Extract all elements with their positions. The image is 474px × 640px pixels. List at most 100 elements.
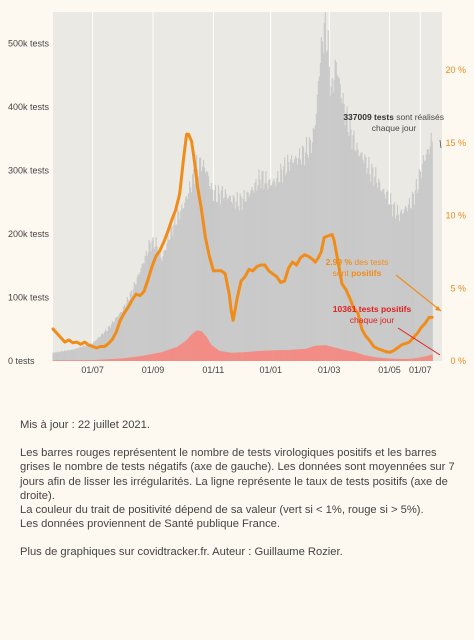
- negative-tests-bar: [323, 23, 325, 361]
- negative-tests-bar: [166, 243, 168, 361]
- positive-tests-bar: [300, 349, 303, 361]
- negative-tests-bar: [355, 151, 357, 361]
- negative-tests-bar: [155, 237, 157, 361]
- negative-tests-bar: [300, 164, 303, 361]
- positive-tests-bar: [275, 350, 277, 361]
- positive-tests-bar: [287, 349, 289, 361]
- positive-tests-bar: [59, 360, 61, 361]
- positive-tests-bar: [259, 350, 261, 361]
- negative-tests-bar: [354, 150, 356, 361]
- positive-tests-bar: [224, 351, 226, 361]
- negative-tests-bar: [110, 323, 113, 361]
- negative-tests-bar: [195, 173, 197, 361]
- negative-tests-bar: [245, 202, 247, 361]
- negative-tests-bar: [69, 350, 71, 361]
- negative-tests-bar: [386, 192, 388, 361]
- negative-tests-bar: [397, 214, 400, 361]
- positive-tests-bar: [233, 352, 235, 361]
- negative-tests-bar: [220, 190, 222, 361]
- negative-tests-bar: [356, 142, 358, 361]
- positive-tests-bar: [358, 353, 360, 361]
- negative-tests-bar: [369, 174, 371, 361]
- positive-tests-bar: [306, 348, 309, 361]
- positive-tests-bar: [417, 357, 419, 361]
- negative-tests-bar: [100, 336, 102, 361]
- negative-tests-bar: [183, 208, 185, 361]
- positive-tests-bar: [424, 356, 426, 361]
- annotations: 337009 tests sont réalisés chaque jour 2…: [326, 112, 444, 356]
- positive-tests-bar: [199, 331, 202, 361]
- negative-tests-bar: [307, 157, 310, 361]
- positivity-annotation-text: des tests: [352, 257, 388, 267]
- positive-tests-bar: [215, 348, 218, 361]
- positive-tests-bar: [106, 359, 109, 361]
- positive-tests-bar: [231, 352, 233, 361]
- positive-tests-bar: [236, 352, 238, 361]
- positive-tests-bar: [99, 359, 101, 361]
- credits: Plus de graphiques sur covidtracker.fr. …: [20, 546, 343, 559]
- negative-tests-bar: [252, 190, 254, 361]
- positive-tests-bar: [145, 355, 147, 361]
- negative-tests-bar: [188, 193, 190, 361]
- negative-tests-bar: [219, 204, 221, 361]
- negative-tests-bar: [60, 351, 62, 361]
- negative-tests-bar: [207, 175, 210, 361]
- positive-tests-bar: [168, 349, 170, 361]
- positive-tests-bar: [190, 335, 192, 361]
- positive-tests-bar: [274, 350, 276, 361]
- positive-tests-bar: [265, 350, 267, 361]
- negative-tests-bar: [153, 249, 155, 361]
- negative-tests-bar: [169, 239, 171, 361]
- negative-tests-bar: [312, 127, 315, 362]
- negative-tests-bar: [134, 284, 136, 361]
- positive-tests-bar: [115, 358, 118, 361]
- positive-tests-bar: [89, 360, 91, 361]
- positive-tests-bar: [223, 351, 225, 361]
- negative-tests-bar: [351, 149, 353, 361]
- positive-tests-bar: [105, 359, 108, 361]
- x-tick-label: 01/07: [409, 365, 432, 375]
- updated-date: Mis à jour : 22 juillet 2021.: [20, 419, 150, 431]
- positive-tests-bar: [189, 336, 191, 361]
- positive-tests-bar: [310, 347, 313, 361]
- positive-tests-bar: [178, 345, 180, 361]
- positive-tests-bar: [251, 351, 253, 361]
- positive-tests-bar: [128, 357, 130, 361]
- negative-tests-bar: [126, 297, 128, 361]
- positive-tests-bar: [294, 349, 296, 361]
- negative-tests-bar: [381, 191, 383, 361]
- positive-tests-bar: [318, 345, 320, 361]
- positive-tests-bar: [132, 357, 134, 361]
- negative-tests-bar: [96, 339, 98, 361]
- positive-tests-bar: [385, 358, 387, 361]
- negative-tests-bar: [137, 274, 139, 361]
- positive-tests-bar: [95, 359, 97, 361]
- positive-tests-bar: [289, 349, 291, 361]
- positive-tests-bar: [187, 338, 189, 361]
- x-tick-label: 01/07: [81, 365, 104, 375]
- positive-tests-bar: [345, 350, 347, 361]
- positive-tests-bar: [301, 349, 304, 361]
- positive-tests-bar: [167, 350, 169, 361]
- negative-tests-bar: [196, 154, 198, 361]
- right-tick-label: 0 %: [450, 356, 466, 366]
- positive-tests-bar: [228, 352, 230, 361]
- positive-tests-bar: [52, 360, 54, 361]
- positive-tests-bar: [326, 345, 328, 361]
- positive-tests-bar: [159, 352, 161, 361]
- positive-tests-bar: [327, 345, 329, 361]
- positive-tests-bar: [309, 347, 312, 361]
- positive-tests-bar: [82, 360, 84, 361]
- positive-tests-bar: [210, 345, 213, 361]
- negative-tests-bar: [54, 352, 56, 361]
- negative-tests-bar: [113, 321, 116, 361]
- right-tick-label: 15 %: [445, 138, 466, 148]
- negative-tests-bar: [123, 304, 125, 361]
- negative-tests-bar: [403, 209, 406, 361]
- negative-tests-bar: [130, 290, 132, 361]
- positive-tests-bar: [182, 342, 184, 361]
- negative-tests-bar: [109, 327, 112, 361]
- negative-tests-bar: [246, 191, 248, 361]
- negative-tests-bar: [418, 168, 420, 361]
- negative-tests-bar: [85, 345, 87, 361]
